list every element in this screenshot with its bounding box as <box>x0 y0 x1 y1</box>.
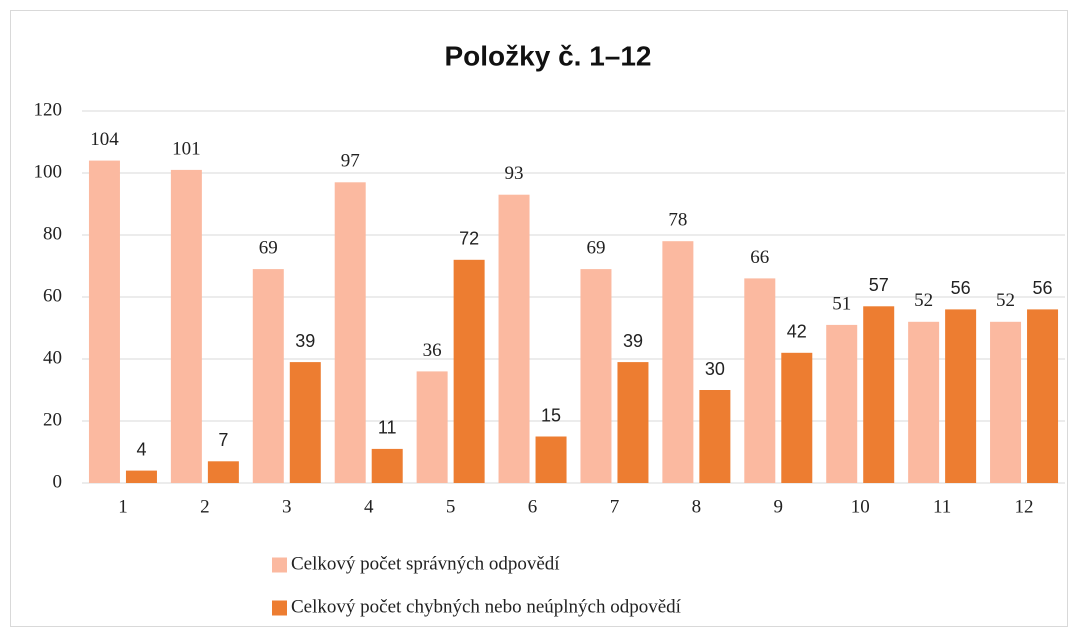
bar <box>781 352 813 483</box>
x-tick-label: 5 <box>446 496 456 517</box>
x-tick-label: 1 <box>118 496 128 517</box>
bar <box>170 169 202 483</box>
bar <box>744 278 776 483</box>
data-label: 56 <box>1033 278 1053 298</box>
bar <box>945 309 977 483</box>
legend-swatch <box>272 557 287 573</box>
data-label: 69 <box>586 237 605 258</box>
bar <box>1027 309 1059 483</box>
x-tick-label: 10 <box>851 496 870 517</box>
data-label: 93 <box>505 163 524 184</box>
data-label: 42 <box>787 322 807 342</box>
data-label: 39 <box>295 331 315 351</box>
legend-label: Celkový počet chybných nebo neúplných od… <box>291 596 682 617</box>
bar <box>826 324 858 483</box>
bar <box>334 182 366 484</box>
bar <box>662 241 694 483</box>
legend-swatch <box>272 600 287 616</box>
x-tick-label: 12 <box>1015 496 1034 517</box>
bar <box>617 362 649 483</box>
bar <box>88 160 120 483</box>
data-label: 69 <box>259 237 278 258</box>
y-tick-label: 20 <box>43 409 62 430</box>
bar <box>990 321 1022 483</box>
data-label: 15 <box>541 405 561 425</box>
data-label: 72 <box>459 229 479 249</box>
data-label: 78 <box>668 210 687 231</box>
data-label: 57 <box>869 275 889 295</box>
data-label: 11 <box>378 418 397 438</box>
bar <box>699 390 731 483</box>
data-label: 4 <box>136 439 146 459</box>
data-label: 97 <box>341 151 360 172</box>
x-tick-label: 7 <box>610 496 620 517</box>
y-tick-label: 60 <box>43 285 62 306</box>
data-label: 36 <box>423 340 442 361</box>
y-tick-label: 80 <box>43 223 62 244</box>
x-tick-label: 3 <box>282 496 292 517</box>
data-label: 56 <box>951 278 971 298</box>
data-label: 52 <box>914 290 933 311</box>
bar <box>125 470 157 483</box>
data-label: 52 <box>996 290 1015 311</box>
y-tick-label: 0 <box>53 471 63 492</box>
x-tick-label: 2 <box>200 496 210 517</box>
bar <box>252 269 284 483</box>
y-tick-label: 100 <box>34 161 63 182</box>
bar <box>453 259 485 483</box>
bar <box>207 461 239 483</box>
bar <box>416 371 448 483</box>
chart-border <box>10 10 1068 627</box>
data-label: 7 <box>218 430 228 450</box>
bar <box>289 362 321 483</box>
y-tick-label: 120 <box>34 99 63 120</box>
data-label: 66 <box>750 247 769 268</box>
x-tick-label: 8 <box>692 496 702 517</box>
y-tick-label: 40 <box>43 347 62 368</box>
data-label: 101 <box>172 138 201 159</box>
x-tick-label: 4 <box>364 496 374 517</box>
bar <box>908 321 940 483</box>
x-tick-label: 11 <box>933 496 951 517</box>
bar <box>863 306 895 483</box>
chart-title: Položky č. 1–12 <box>444 40 651 71</box>
data-label: 51 <box>832 293 851 314</box>
bar <box>535 436 567 483</box>
data-label: 39 <box>623 331 643 351</box>
bar <box>580 269 612 483</box>
legend-label: Celkový počet správných odpovědí <box>291 553 560 574</box>
data-label: 30 <box>705 359 725 379</box>
x-tick-label: 9 <box>774 496 784 517</box>
bar <box>498 194 530 483</box>
bar <box>371 448 403 483</box>
data-label: 104 <box>90 129 119 150</box>
x-tick-label: 6 <box>528 496 538 517</box>
